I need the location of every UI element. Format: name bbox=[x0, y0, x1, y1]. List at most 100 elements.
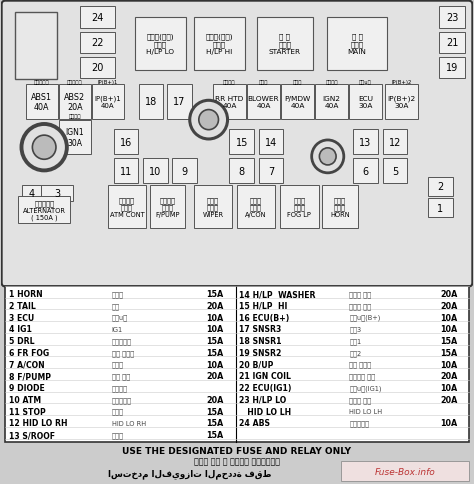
Text: 23 H/LP LO: 23 H/LP LO bbox=[239, 395, 287, 404]
Text: 3: 3 bbox=[55, 189, 61, 199]
FancyBboxPatch shape bbox=[282, 85, 314, 120]
Text: 이염u유: 이염u유 bbox=[359, 80, 372, 85]
Text: 11: 11 bbox=[120, 166, 132, 177]
Text: 15A: 15A bbox=[206, 348, 224, 357]
Text: 10A: 10A bbox=[440, 419, 457, 427]
Text: 16 ECU(B+): 16 ECU(B+) bbox=[239, 313, 290, 322]
FancyBboxPatch shape bbox=[150, 186, 185, 228]
Text: HID LO LH: HID LO LH bbox=[239, 407, 292, 416]
FancyBboxPatch shape bbox=[108, 186, 146, 228]
Text: 21: 21 bbox=[446, 38, 458, 48]
Text: 정지등: 정지등 bbox=[112, 408, 124, 414]
Text: 에어콘: 에어콘 bbox=[112, 361, 124, 368]
FancyBboxPatch shape bbox=[385, 85, 418, 120]
FancyBboxPatch shape bbox=[80, 7, 115, 29]
FancyBboxPatch shape bbox=[247, 85, 280, 120]
Text: 이염u유(B+): 이염u유(B+) bbox=[349, 314, 381, 321]
Text: 18: 18 bbox=[145, 97, 157, 107]
Circle shape bbox=[190, 101, 228, 140]
FancyBboxPatch shape bbox=[80, 32, 115, 54]
Text: 15 H/LP  HI: 15 H/LP HI bbox=[239, 301, 288, 310]
FancyBboxPatch shape bbox=[280, 186, 319, 228]
Text: 에이비에스: 에이비에스 bbox=[349, 420, 369, 426]
Text: ABS2
20A: ABS2 20A bbox=[64, 92, 85, 112]
Text: 알터네이터
ALTERNATOR
( 150A ): 알터네이터 ALTERNATOR ( 150A ) bbox=[23, 199, 66, 221]
FancyBboxPatch shape bbox=[353, 159, 378, 184]
FancyBboxPatch shape bbox=[428, 199, 453, 217]
FancyBboxPatch shape bbox=[383, 159, 407, 184]
Text: 15A: 15A bbox=[206, 430, 224, 439]
Text: 20 B/UP: 20 B/UP bbox=[239, 360, 274, 369]
Text: 2 TAIL: 2 TAIL bbox=[9, 301, 36, 310]
Text: 전조등(하이)
릴레이
H/LP HI: 전조등(하이) 릴레이 H/LP HI bbox=[205, 33, 233, 55]
Text: HID LO RH: HID LO RH bbox=[112, 420, 146, 426]
Text: 이염u유: 이염u유 bbox=[112, 314, 128, 321]
Text: 셀서2: 셀서2 bbox=[349, 349, 362, 356]
FancyBboxPatch shape bbox=[143, 159, 167, 184]
Text: 9 DIODE: 9 DIODE bbox=[9, 383, 45, 392]
Text: 7 A/CON: 7 A/CON bbox=[9, 360, 45, 369]
Text: 8 F/PUMP: 8 F/PUMP bbox=[9, 372, 51, 380]
FancyBboxPatch shape bbox=[439, 58, 465, 79]
Text: 에이비에스: 에이비에스 bbox=[67, 80, 82, 85]
Text: 20A: 20A bbox=[440, 372, 457, 380]
Text: 2: 2 bbox=[437, 182, 443, 192]
Text: 11 STOP: 11 STOP bbox=[9, 407, 46, 416]
Text: 시 동
릴레이
STARTER: 시 동 릴레이 STARTER bbox=[269, 33, 301, 55]
FancyBboxPatch shape bbox=[59, 85, 91, 120]
Text: 20: 20 bbox=[91, 63, 104, 73]
Text: 10: 10 bbox=[149, 166, 161, 177]
Text: 블로워: 블로워 bbox=[259, 80, 268, 85]
Text: 3 ECU: 3 ECU bbox=[9, 313, 35, 322]
FancyBboxPatch shape bbox=[59, 121, 91, 155]
FancyBboxPatch shape bbox=[259, 130, 283, 155]
Text: 15A: 15A bbox=[206, 289, 224, 299]
FancyBboxPatch shape bbox=[439, 32, 465, 54]
Text: 14 H/LP  WASHER: 14 H/LP WASHER bbox=[239, 289, 316, 299]
Text: 선루프: 선루프 bbox=[112, 431, 124, 438]
FancyBboxPatch shape bbox=[439, 7, 465, 29]
Text: P/MDW
40A: P/MDW 40A bbox=[284, 95, 310, 108]
FancyBboxPatch shape bbox=[1, 1, 473, 287]
Text: 22: 22 bbox=[91, 38, 104, 48]
Text: 10A: 10A bbox=[440, 360, 457, 369]
Text: IGN2
40A: IGN2 40A bbox=[322, 95, 340, 108]
Text: 주간전조등: 주간전조등 bbox=[112, 338, 132, 344]
Text: IG1: IG1 bbox=[112, 326, 123, 332]
Text: 지정된 퓨즈 및 릴레이를 사용하십시오: 지정된 퓨즈 및 릴레이를 사용하십시오 bbox=[194, 456, 280, 466]
Text: 와이퍼
릴레이
WIPER: 와이퍼 릴레이 WIPER bbox=[202, 197, 223, 218]
Text: 10A: 10A bbox=[440, 325, 457, 333]
Text: 6: 6 bbox=[363, 166, 369, 177]
Circle shape bbox=[21, 125, 67, 171]
FancyBboxPatch shape bbox=[213, 85, 246, 120]
Text: 전방 안개등: 전방 안개등 bbox=[112, 349, 134, 356]
Text: 19 SNSR2: 19 SNSR2 bbox=[239, 348, 282, 357]
Text: 15: 15 bbox=[236, 137, 248, 148]
Text: 오토티에비: 오토티에비 bbox=[112, 396, 132, 403]
FancyBboxPatch shape bbox=[114, 130, 138, 155]
Text: 셀서3: 셀서3 bbox=[349, 326, 362, 333]
Text: 24 ABS: 24 ABS bbox=[239, 419, 270, 427]
Text: 10 ATM: 10 ATM bbox=[9, 395, 41, 404]
Text: 5 DRL: 5 DRL bbox=[9, 336, 35, 346]
Text: 에이티어
릴레이
ATM CONT: 에이티어 릴레이 ATM CONT bbox=[109, 197, 144, 218]
Text: 21 IGN COIL: 21 IGN COIL bbox=[239, 372, 291, 380]
FancyBboxPatch shape bbox=[353, 130, 378, 155]
FancyBboxPatch shape bbox=[341, 461, 469, 482]
Text: 17 SNSR3: 17 SNSR3 bbox=[239, 325, 282, 333]
FancyBboxPatch shape bbox=[80, 58, 115, 79]
Text: 19: 19 bbox=[446, 63, 458, 73]
FancyBboxPatch shape bbox=[135, 17, 186, 71]
Text: IGN1
30A: IGN1 30A bbox=[65, 128, 84, 148]
FancyBboxPatch shape bbox=[15, 13, 57, 80]
Text: 24: 24 bbox=[91, 13, 104, 23]
Text: 4: 4 bbox=[28, 189, 35, 199]
Text: ECU
30A: ECU 30A bbox=[358, 95, 373, 108]
Text: 12 HID LO RH: 12 HID LO RH bbox=[9, 419, 68, 427]
Text: Fuse-Box.info: Fuse-Box.info bbox=[374, 467, 435, 476]
Text: RR HTD
40A: RR HTD 40A bbox=[215, 95, 244, 108]
Text: 이동: 이동 bbox=[112, 302, 120, 309]
Text: استخدم الفيوزات المحددة فقط: استخدم الفيوزات المحددة فقط bbox=[108, 468, 272, 478]
FancyBboxPatch shape bbox=[259, 159, 283, 184]
Text: 1 HORN: 1 HORN bbox=[9, 289, 43, 299]
